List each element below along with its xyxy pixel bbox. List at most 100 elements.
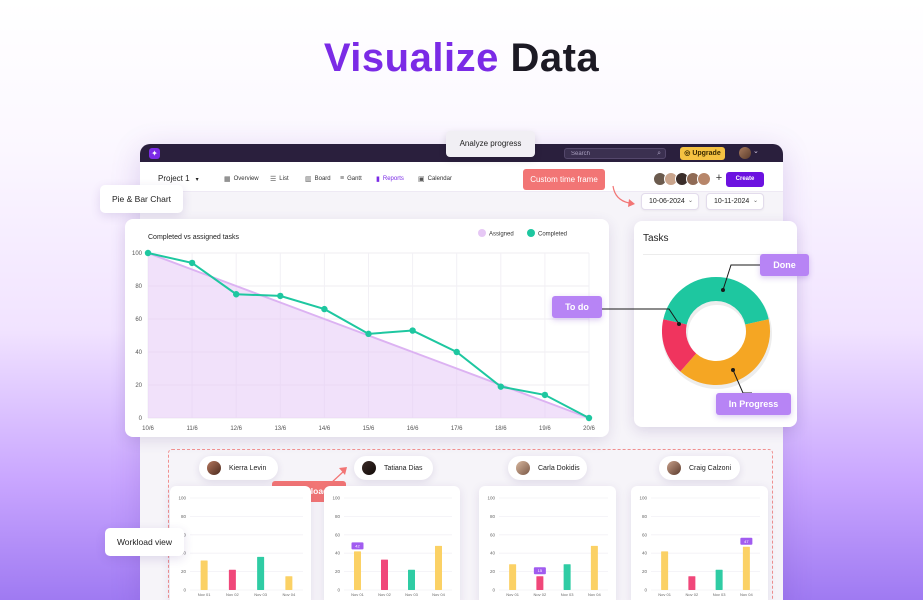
create-button[interactable]: Create xyxy=(726,172,764,187)
bar-value-label: 42 xyxy=(355,543,360,548)
y-tick-label: 0 xyxy=(337,588,340,593)
bar[interactable] xyxy=(228,569,236,590)
hero-title-accent: Visualize xyxy=(323,36,499,80)
upgrade-button[interactable]: ◎ Upgrade xyxy=(680,147,725,160)
search-icon[interactable]: ⌕ xyxy=(657,150,661,157)
y-tick-label: 100 xyxy=(178,496,186,501)
bar[interactable] xyxy=(742,546,750,590)
search-input[interactable] xyxy=(571,149,651,158)
start-date-picker[interactable]: 10-06-2024 ⌄ xyxy=(641,193,699,210)
donut-slice-done[interactable] xyxy=(663,277,769,326)
workload-view-label: Workload view xyxy=(105,528,184,556)
y-tick-label: 100 xyxy=(487,496,495,501)
bar[interactable] xyxy=(536,576,544,590)
x-tick-label: 19/6 xyxy=(539,426,551,432)
bar-value-label: 47 xyxy=(744,539,749,544)
bar[interactable] xyxy=(257,556,265,590)
workload-chart-tatiana: 0 20 40 60 80 100 Nov 01 42 Nov 02 Nov 03 Nov 04 xyxy=(324,486,460,600)
bar[interactable] xyxy=(661,551,669,590)
chevron-down-icon: ⌄ xyxy=(752,198,758,204)
y-tick-label: 40 xyxy=(335,551,341,556)
x-tick-label: Nov 02 xyxy=(226,592,239,597)
tab-list[interactable]: ☰ List xyxy=(270,175,289,183)
x-tick-label: Nov 04 xyxy=(740,592,753,597)
add-member-icon[interactable]: + xyxy=(715,172,723,184)
tab-calendar[interactable]: ▣ Calendar xyxy=(418,175,452,183)
tab-overview[interactable]: ▦ Overview xyxy=(224,175,259,183)
bar[interactable] xyxy=(200,560,208,590)
bar-value-tooltip xyxy=(740,537,753,545)
avatar xyxy=(516,461,530,475)
y-tick-label: 0 xyxy=(139,416,143,422)
user-pill-kierra[interactable]: Kierra Levin xyxy=(199,456,278,480)
series-completed-point[interactable] xyxy=(321,305,328,313)
app-logo-icon[interactable]: ✦ xyxy=(149,148,160,159)
series-completed-point[interactable] xyxy=(453,348,460,356)
tasks-title: Tasks xyxy=(643,233,669,244)
bar[interactable] xyxy=(509,564,517,590)
donut-slice-to-do[interactable] xyxy=(662,319,697,372)
team-avatars[interactable]: + xyxy=(653,172,726,186)
avatar[interactable] xyxy=(697,172,711,186)
y-tick-label: 60 xyxy=(335,532,341,537)
bar[interactable] xyxy=(715,569,723,590)
avatar xyxy=(667,461,681,475)
user-pill-tatiana[interactable]: Tatiana Dias xyxy=(354,456,433,480)
bar[interactable] xyxy=(381,559,388,590)
list-icon: ☰ xyxy=(270,176,277,183)
end-date-picker[interactable]: 10-11-2024 ⌄ xyxy=(706,193,764,210)
y-tick-label: 80 xyxy=(642,514,648,519)
series-completed-point[interactable] xyxy=(188,259,196,267)
project-select[interactable]: Project 1 ▾ xyxy=(158,174,199,183)
tab-label: Calendar xyxy=(427,176,452,182)
search-box[interactable]: ⌕ xyxy=(564,148,666,159)
pie-bar-chart-label: Pie & Bar Chart xyxy=(100,185,183,213)
bar[interactable] xyxy=(590,545,598,590)
tab-reports[interactable]: ▮ Reports xyxy=(376,175,404,183)
bar[interactable] xyxy=(285,576,293,590)
bar-value-label: 15 xyxy=(538,568,543,573)
series-completed-point[interactable] xyxy=(277,292,284,300)
series-completed-point[interactable] xyxy=(409,327,416,334)
x-tick-label: 11/6 xyxy=(186,426,198,432)
bar[interactable] xyxy=(354,551,361,590)
project-name: Project 1 xyxy=(158,174,190,183)
user-pill-craig[interactable]: Craig Calzoni xyxy=(659,456,740,480)
divider xyxy=(643,254,789,255)
tab-gantt[interactable]: ≡ Gantt xyxy=(340,175,362,182)
x-tick-label: Nov 01 xyxy=(351,592,364,597)
line-chart: Completed vs assigned tasks Assigned Compl… xyxy=(132,229,595,432)
series-completed-point[interactable] xyxy=(497,383,504,390)
tab-label: Gantt xyxy=(347,175,362,182)
y-tick-label: 80 xyxy=(181,514,187,519)
x-tick-label: 18/6 xyxy=(495,426,507,432)
in-progress-label: In Progress xyxy=(716,393,791,415)
legend-assigned-swatch xyxy=(478,229,486,237)
donut-chart xyxy=(662,277,772,389)
legend-completed-swatch xyxy=(527,229,535,237)
donut-slice-in-progress[interactable] xyxy=(680,319,770,385)
legend-completed-label: Completed xyxy=(538,232,567,238)
workload-chart-carla: 0 20 40 60 80 100 Nov 01 Nov 02 15 Nov 03 Nov 04 xyxy=(479,486,616,600)
series-completed-point[interactable] xyxy=(233,291,240,298)
series-completed-point[interactable] xyxy=(144,249,152,257)
x-tick-label: Nov 03 xyxy=(561,592,574,597)
chevron-down-icon[interactable]: ⌄ xyxy=(753,148,759,155)
calendar-icon: ▣ xyxy=(418,176,425,183)
tab-board[interactable]: ▥ Board xyxy=(305,175,331,183)
user-pill-carla[interactable]: Carla Dokidis xyxy=(508,456,587,480)
bar[interactable] xyxy=(408,569,415,590)
x-tick-label: Nov 03 xyxy=(405,592,418,597)
x-tick-label: Nov 04 xyxy=(283,592,296,597)
bar[interactable] xyxy=(435,545,442,590)
bar-value-tooltip xyxy=(533,567,546,575)
series-completed-point[interactable] xyxy=(365,330,372,338)
series-completed-point[interactable] xyxy=(585,414,593,422)
bar[interactable] xyxy=(563,564,571,590)
series-completed-point[interactable] xyxy=(541,391,549,399)
overview-icon: ▦ xyxy=(224,176,231,183)
user-avatar[interactable] xyxy=(739,147,751,159)
bar[interactable] xyxy=(688,576,696,590)
y-tick-label: 80 xyxy=(135,284,142,290)
